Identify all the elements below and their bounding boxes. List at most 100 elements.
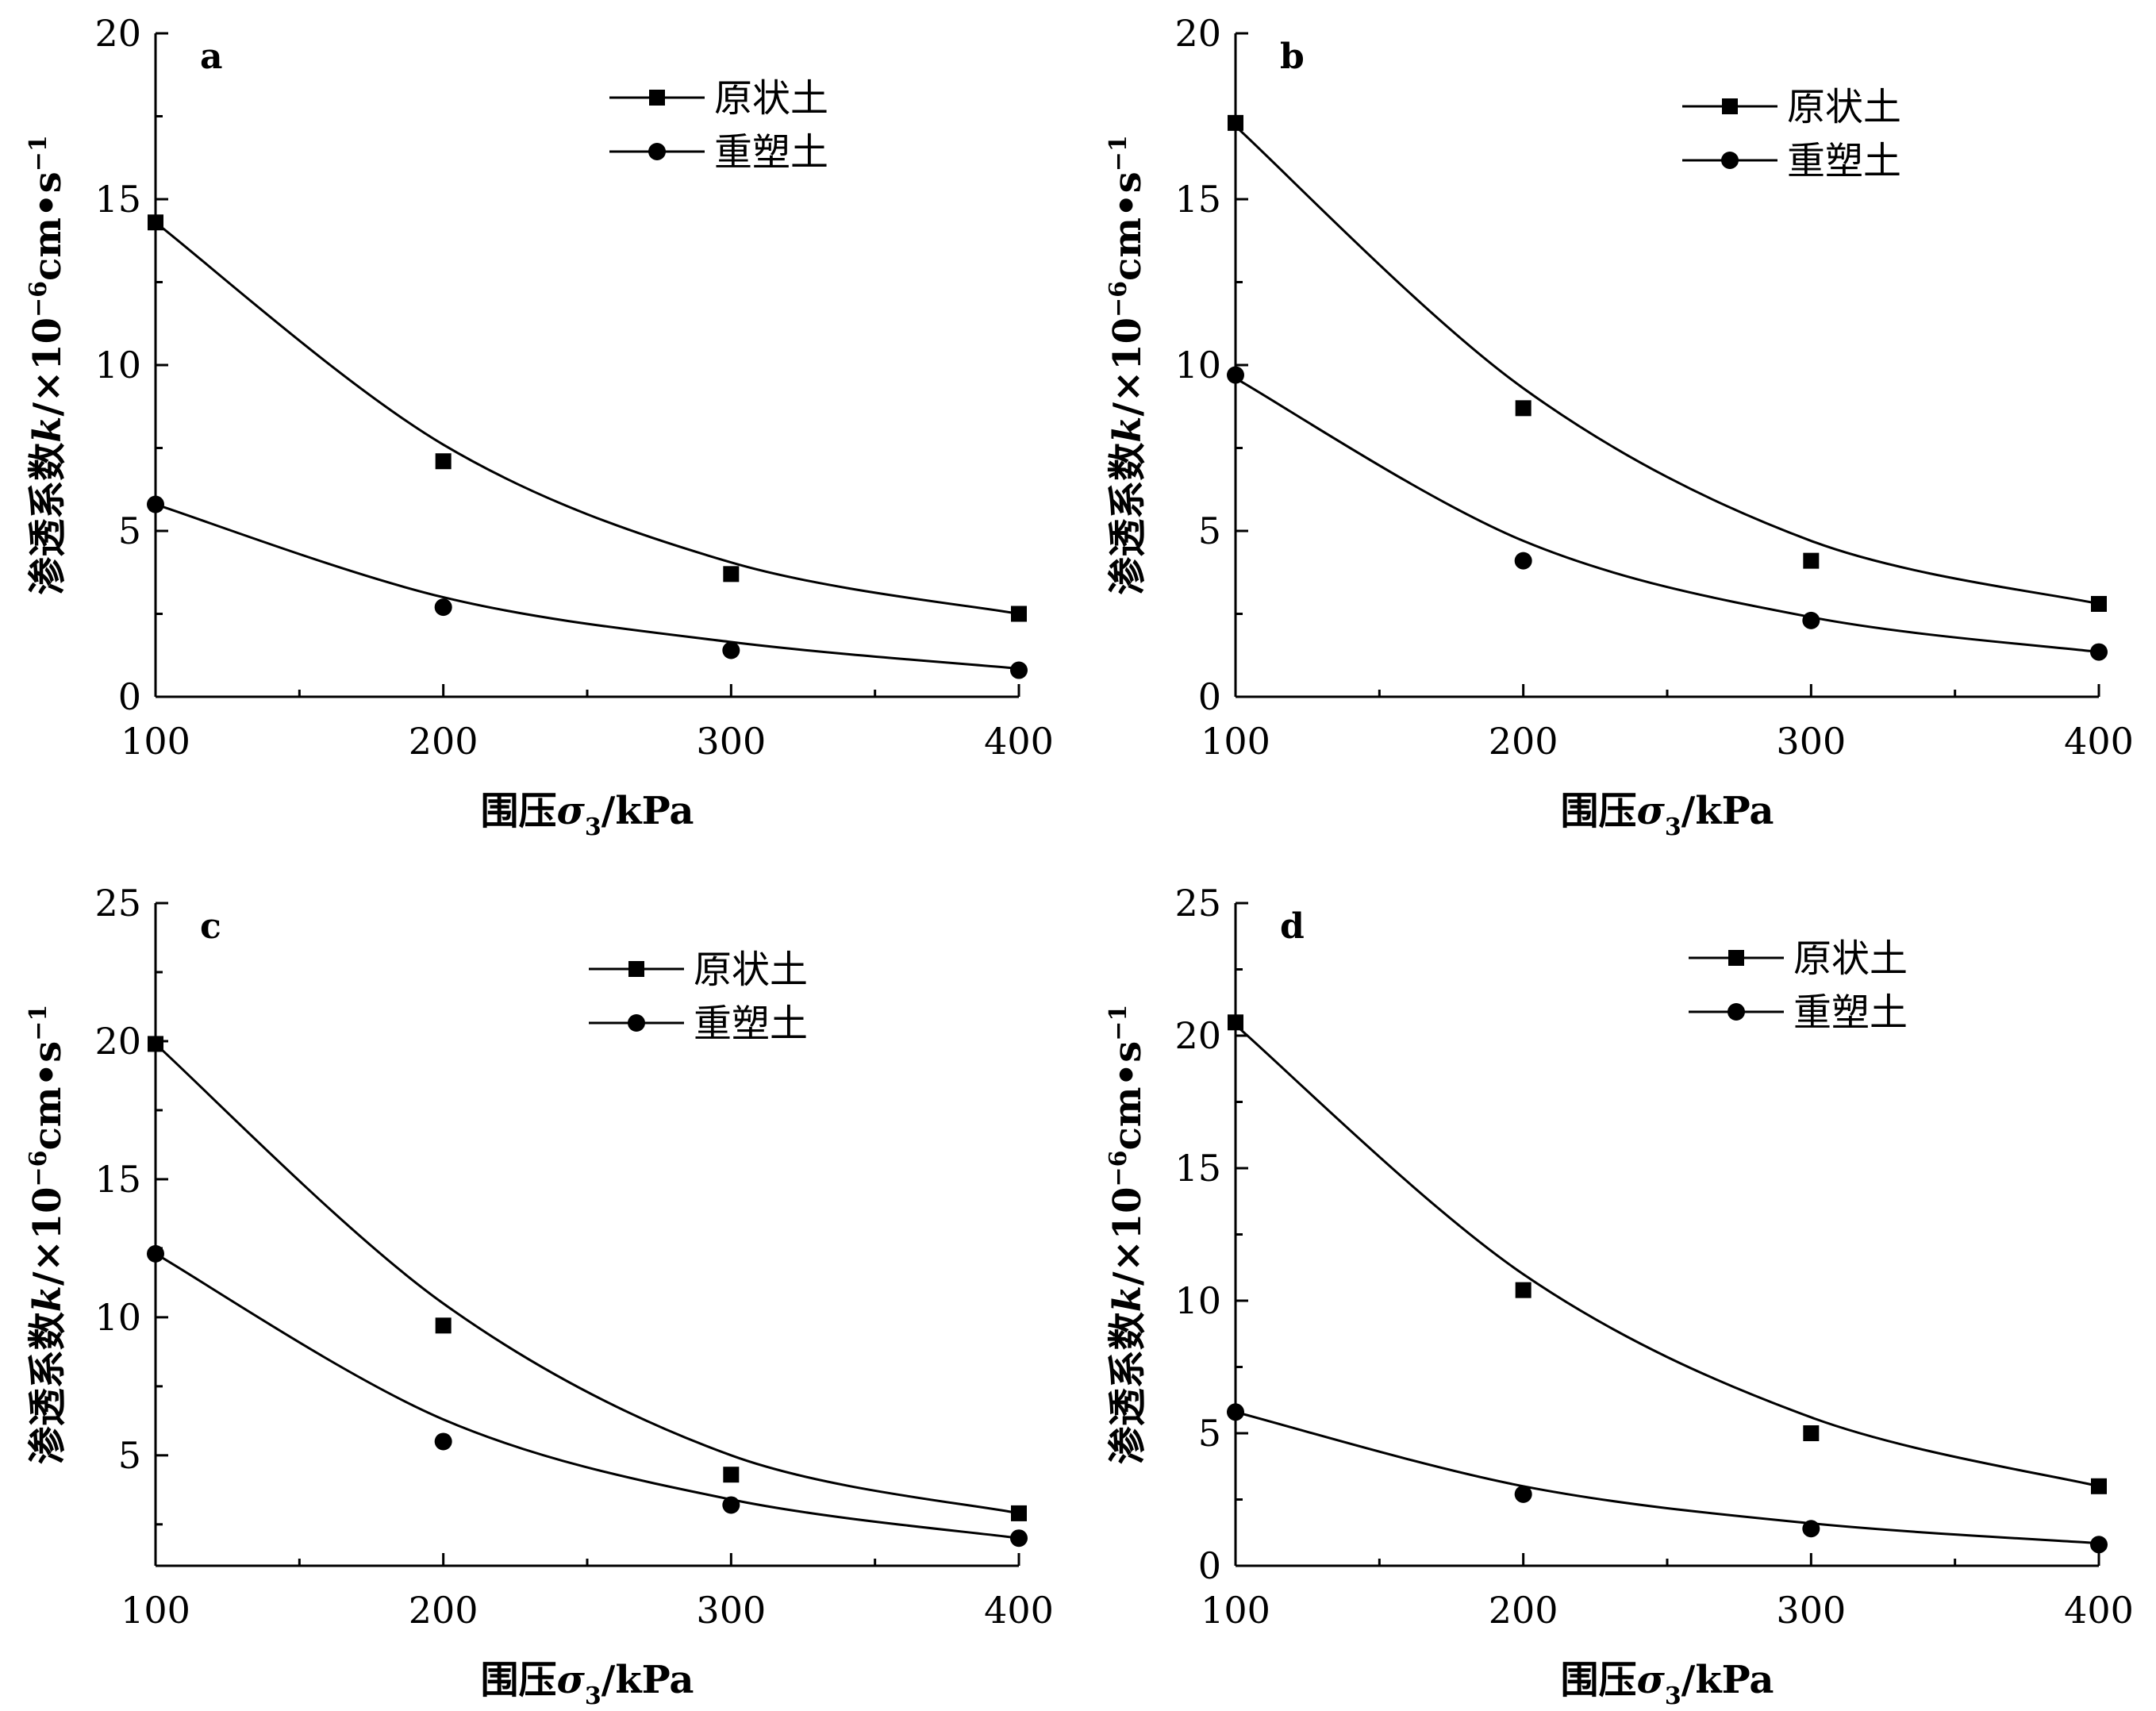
legend-label-undisturbed: 原状土 xyxy=(1787,85,1901,129)
undisturbed-point xyxy=(1011,1505,1027,1521)
x-axis-title: 围压σ3/kPa xyxy=(481,1658,694,1710)
legend-square-marker xyxy=(649,90,665,106)
x-tick-label: 100 xyxy=(121,720,190,763)
remolded-fit-curve xyxy=(1235,1410,2100,1545)
y-axis-title-unit-prefix: /×10 xyxy=(25,317,70,417)
legend-circle-marker xyxy=(1727,1003,1745,1021)
legend-square-marker xyxy=(1728,950,1744,966)
x-axis-title-unit: /kPa xyxy=(601,1658,694,1702)
x-axis-title: 围压σ3/kPa xyxy=(1561,789,1774,841)
y-axis-title-exp2: −1 xyxy=(1105,1005,1132,1041)
remolded-fit-curve xyxy=(1235,377,2100,654)
legend-circle-marker xyxy=(648,143,666,160)
x-tick-label: 400 xyxy=(984,1589,1054,1632)
y-axis-title-exp2: −1 xyxy=(1105,135,1132,171)
remolded-point xyxy=(2090,643,2108,661)
remolded-point xyxy=(434,598,452,617)
undisturbed-point xyxy=(2091,1478,2107,1494)
x-axis-title-main: 围压 xyxy=(1561,1658,1637,1702)
remolded-point xyxy=(1514,552,1532,570)
y-axis-title: 渗透系数k/×10−6cm•s−1 xyxy=(25,1005,70,1465)
remolded-point xyxy=(147,495,164,513)
undisturbed-point xyxy=(723,566,740,583)
legend-label-undisturbed: 原状土 xyxy=(1793,936,1908,981)
x-axis-title-unit: /kPa xyxy=(1681,1658,1774,1702)
x-tick-label: 400 xyxy=(2064,720,2134,763)
y-axis-title-unit-mid: cm•s xyxy=(1105,1041,1150,1151)
y-tick-label: 20 xyxy=(94,12,141,55)
y-tick-label: 10 xyxy=(94,1296,141,1339)
x-axis-title: 围压σ3/kPa xyxy=(1561,1658,1774,1710)
y-axis-title-symbol: k xyxy=(25,417,70,443)
legend-square-marker xyxy=(628,961,644,977)
y-axis-title: 渗透系数k/×10−6cm•s−1 xyxy=(25,135,70,595)
x-tick-label: 100 xyxy=(1201,1589,1270,1632)
legend-circle-marker xyxy=(628,1014,645,1032)
remolded-point xyxy=(1010,1529,1028,1548)
y-axis-title-main: 渗透系数 xyxy=(1105,443,1150,595)
y-axis-title-main: 渗透系数 xyxy=(25,443,70,595)
legend-label-undisturbed: 原状土 xyxy=(714,76,828,121)
y-axis-title: 渗透系数k/×10−6cm•s−1 xyxy=(1105,135,1150,595)
y-tick-label: 15 xyxy=(1174,1147,1221,1190)
y-axis-title-unit-prefix: /×10 xyxy=(25,1186,70,1286)
y-axis-title-exp1: −6 xyxy=(25,1150,52,1186)
legend-label-undisturbed: 原状土 xyxy=(694,948,808,992)
x-tick-label: 100 xyxy=(121,1589,190,1632)
panel-label: a xyxy=(200,37,223,77)
y-tick-label: 15 xyxy=(1174,178,1221,221)
y-tick-label: 20 xyxy=(1174,12,1221,55)
remolded-point xyxy=(1802,611,1820,629)
x-axis-title-main: 围压 xyxy=(481,1658,557,1702)
x-tick-label: 300 xyxy=(696,720,766,763)
x-axis-title-subscript: 3 xyxy=(585,1682,601,1710)
undisturbed-point xyxy=(1228,114,1243,131)
y-tick-label: 5 xyxy=(118,509,141,552)
y-axis-title-symbol: k xyxy=(1105,417,1150,443)
undisturbed-point xyxy=(2091,595,2107,612)
y-axis-title-symbol: k xyxy=(1105,1286,1150,1312)
undisturbed-point xyxy=(1803,552,1820,569)
undisturbed-point xyxy=(1011,606,1027,622)
y-axis-title-unit-prefix: /×10 xyxy=(1105,317,1150,417)
y-tick-label: 20 xyxy=(1174,1014,1221,1057)
y-axis-title: 渗透系数k/×10−6cm•s−1 xyxy=(1105,1005,1150,1465)
x-axis-title-unit: /kPa xyxy=(1681,789,1774,833)
y-tick-label: 0 xyxy=(1198,675,1221,718)
legend-square-marker xyxy=(1722,98,1738,114)
y-axis-title-exp1: −6 xyxy=(25,281,52,317)
remolded-point xyxy=(1227,1403,1244,1421)
undisturbed-point xyxy=(723,1467,740,1483)
y-tick-label: 15 xyxy=(94,1158,141,1201)
undisturbed-point xyxy=(148,1036,163,1052)
legend-label-remolded: 重塑土 xyxy=(714,130,828,175)
remolded-point xyxy=(1802,1520,1820,1538)
undisturbed-point xyxy=(1803,1425,1820,1441)
y-axis-title-symbol: k xyxy=(25,1286,70,1312)
undisturbed-point xyxy=(1228,1014,1243,1031)
legend-label-remolded: 重塑土 xyxy=(1793,990,1908,1035)
undisturbed-fit-curve xyxy=(155,221,1020,615)
undisturbed-fit-curve xyxy=(1234,125,2100,606)
undisturbed-fit-curve xyxy=(1235,1024,2100,1488)
y-tick-label: 5 xyxy=(1198,1412,1221,1455)
y-tick-label: 0 xyxy=(1198,1544,1221,1587)
remolded-point xyxy=(722,641,740,659)
panel-label: d xyxy=(1280,906,1305,947)
y-tick-label: 15 xyxy=(94,178,141,221)
y-axis-title-unit-prefix: /×10 xyxy=(1105,1186,1150,1286)
y-tick-label: 20 xyxy=(94,1020,141,1063)
undisturbed-point xyxy=(1515,1282,1531,1298)
y-axis-title-unit-mid: cm•s xyxy=(1105,171,1150,281)
y-axis-title-unit-mid: cm•s xyxy=(25,1041,70,1151)
x-tick-label: 400 xyxy=(2064,1589,2134,1632)
x-axis-title-main: 围压 xyxy=(1561,789,1637,833)
y-axis-title-exp2: −1 xyxy=(25,135,52,171)
remolded-point xyxy=(1010,661,1028,679)
x-axis-title-main: 围压 xyxy=(481,789,557,833)
